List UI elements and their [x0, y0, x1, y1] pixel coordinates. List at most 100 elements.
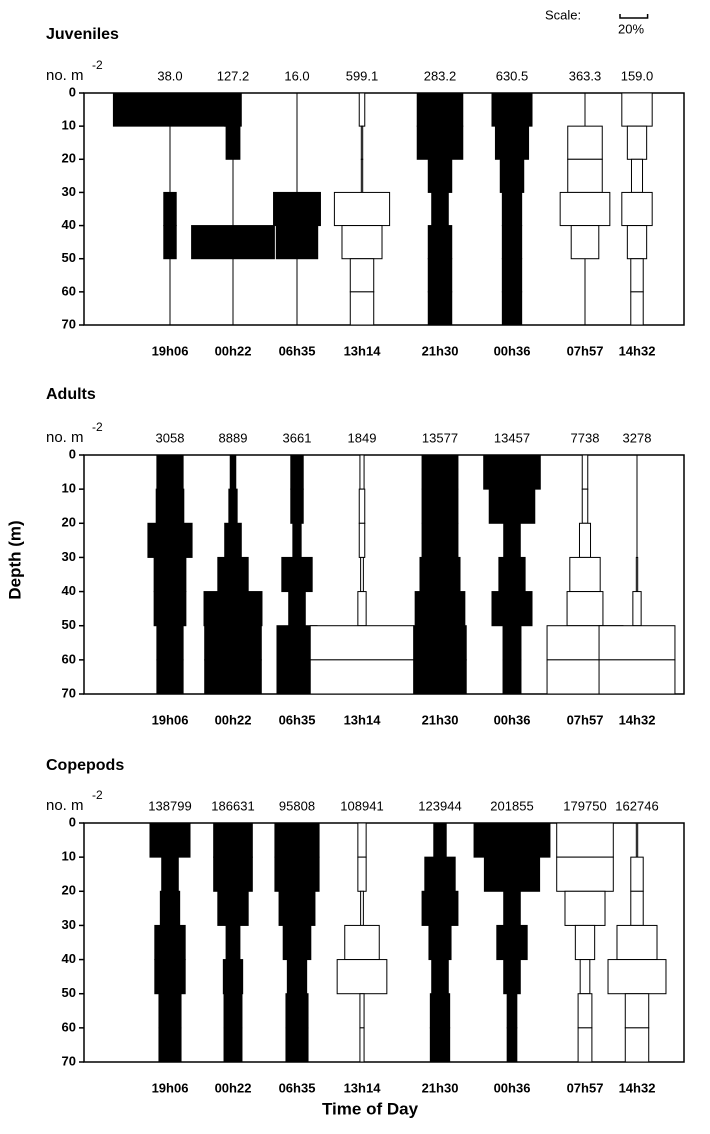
- kite-segment: [191, 225, 275, 260]
- kite-segment: [225, 125, 241, 160]
- total-label: 8889: [219, 430, 248, 445]
- x-tick-label: 14h32: [619, 712, 656, 727]
- y-tick-label: 30: [62, 917, 76, 932]
- kite-segment: [501, 225, 523, 260]
- kite-segment: [360, 556, 364, 593]
- x-tick-label: 21h30: [422, 712, 459, 727]
- total-label: 159.0: [621, 68, 654, 83]
- y-tick-label: 10: [62, 118, 76, 133]
- kite-segment: [429, 993, 451, 1029]
- kite-segment: [223, 1027, 243, 1063]
- kite-segment: [158, 1027, 182, 1063]
- total-label: 7738: [571, 430, 600, 445]
- kite-segment: [598, 659, 676, 695]
- kite-segment: [156, 454, 184, 490]
- plot-frame: [83, 92, 685, 326]
- y-tick-label: 70: [62, 316, 76, 331]
- kite-segment: [349, 258, 375, 293]
- y-tick-label: 70: [62, 1053, 76, 1068]
- x-tick-label: 07h57: [567, 1080, 604, 1095]
- total-label: 363.3: [569, 68, 602, 83]
- kite-segment: [630, 856, 644, 892]
- kite-segment: [566, 591, 604, 627]
- kite-segment: [225, 924, 241, 961]
- scale-bar: [619, 14, 649, 19]
- x-tick-label: 07h57: [567, 712, 604, 727]
- y-tick-label: 0: [69, 446, 76, 461]
- plot-frame: [83, 822, 685, 1063]
- total-label: 3661: [283, 430, 312, 445]
- kite-segment: [416, 92, 464, 127]
- kite-segment: [286, 959, 308, 995]
- kite-segment: [428, 924, 452, 961]
- total-label: 138799: [148, 798, 191, 813]
- kite-segment: [413, 625, 467, 661]
- y-tick-label: 70: [62, 685, 76, 700]
- kite-segment: [429, 1027, 451, 1063]
- kite-segment: [483, 454, 541, 490]
- kite-segment: [282, 924, 312, 961]
- total-label: 3278: [623, 430, 652, 445]
- kite-segment: [223, 993, 243, 1029]
- total-label: 13457: [494, 430, 530, 445]
- kite-segment: [577, 1027, 593, 1063]
- y-tick-label: 60: [62, 1019, 76, 1034]
- kite-segment: [155, 488, 185, 524]
- kite-segment: [635, 556, 639, 593]
- kite-segment: [229, 454, 237, 490]
- y-tick-label: 50: [62, 985, 76, 1000]
- kite-segment: [578, 522, 592, 558]
- kite-segment: [161, 856, 179, 892]
- unit-label: no. m: [46, 67, 84, 84]
- unit-exponent: -2: [92, 420, 103, 434]
- scale-value-label: 20%: [618, 21, 644, 36]
- kite-segment: [309, 659, 415, 695]
- panel-title: Juveniles: [46, 26, 119, 43]
- total-label: 186631: [211, 798, 254, 813]
- x-tick-label: 00h22: [215, 343, 252, 358]
- x-tick-label: 06h35: [279, 1080, 316, 1095]
- kite-segment: [273, 191, 321, 227]
- kite-segment: [344, 924, 380, 961]
- kite-segment: [567, 158, 603, 193]
- kite-segment: [502, 625, 522, 661]
- kite-segment: [501, 191, 523, 227]
- kite-segment: [359, 1027, 365, 1063]
- kite-segment: [153, 556, 187, 593]
- y-axis-label: Depth (m): [5, 520, 24, 599]
- y-tick-label: 10: [62, 481, 76, 496]
- y-tick-label: 40: [62, 217, 76, 232]
- kite-segment: [228, 488, 238, 524]
- kite-segment: [577, 993, 593, 1029]
- kite-segment: [488, 488, 536, 524]
- total-label: 283.2: [424, 68, 457, 83]
- total-label: 108941: [340, 798, 383, 813]
- y-tick-label: 50: [62, 250, 76, 265]
- kite-segment: [421, 488, 459, 524]
- x-tick-label: 07h57: [567, 343, 604, 358]
- x-tick-label: 21h30: [422, 1080, 459, 1095]
- y-tick-label: 10: [62, 849, 76, 864]
- kite-segment: [159, 890, 181, 926]
- y-tick-label: 20: [62, 883, 76, 898]
- kite-segment: [632, 591, 642, 627]
- kite-segment: [285, 993, 309, 1029]
- kite-segment: [147, 522, 193, 558]
- kite-segment: [154, 959, 186, 995]
- kite-segment: [564, 890, 606, 926]
- kite-segment: [501, 258, 523, 293]
- kite-segment: [427, 158, 453, 193]
- kite-segment: [204, 625, 262, 661]
- x-tick-label: 19h06: [152, 343, 189, 358]
- panel-title: Adults: [46, 386, 96, 403]
- kite-segment: [498, 556, 526, 593]
- kite-segment: [630, 890, 644, 926]
- kite-segment: [607, 959, 667, 995]
- total-label: 16.0: [284, 68, 309, 83]
- kite-segment: [413, 659, 467, 695]
- kite-segment: [336, 959, 388, 995]
- y-tick-label: 60: [62, 651, 76, 666]
- kite-segment: [621, 92, 653, 127]
- kite-segment: [154, 924, 186, 961]
